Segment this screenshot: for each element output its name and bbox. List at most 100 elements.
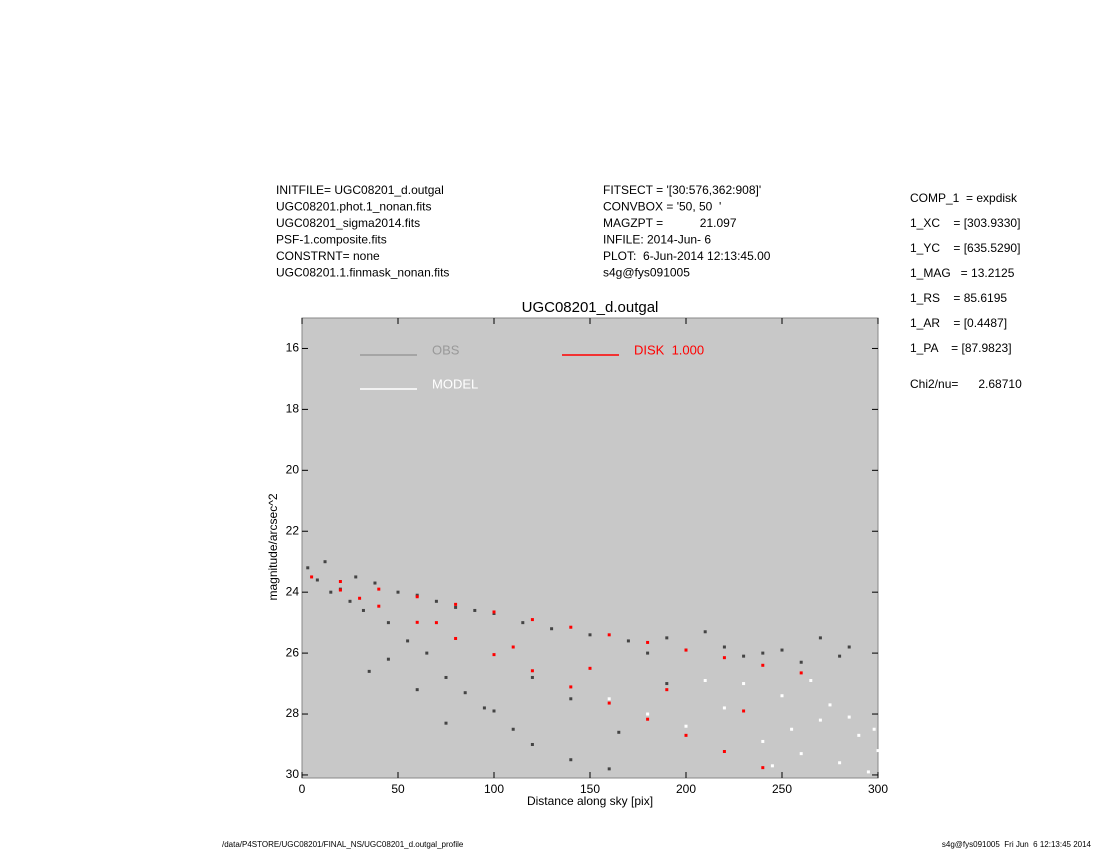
point [377,604,381,608]
point [703,630,707,634]
point [684,648,688,652]
point [354,575,358,579]
legend-label: MODEL [432,376,478,391]
info-line: PLOT: 6-Jun-2014 12:13:45.00 [603,249,771,263]
point [761,739,765,743]
x-tick-label: 50 [391,782,405,796]
point [722,749,726,753]
point [306,566,310,570]
point [310,575,314,579]
point [569,758,573,762]
point [818,636,822,640]
point [386,621,390,625]
y-tick-label: 16 [286,341,300,355]
info-line: CONSTRNT= none [276,249,380,263]
point [722,645,726,649]
point [828,703,832,707]
point [415,688,419,692]
point [646,717,650,721]
point [847,645,851,649]
point [338,580,342,584]
point [521,621,525,625]
info-line: s4g@fys091005 [603,266,690,280]
point [492,653,496,657]
point [415,620,419,624]
point [607,697,611,701]
legend-label: OBS [432,342,460,357]
footer-stamp: s4g@fys091005 Fri Jun 6 12:13:45 2014 [942,840,1092,849]
point [838,654,842,658]
point [761,663,765,667]
info-line: FITSECT = '[30:576,362:908]' [603,183,761,197]
point [511,727,515,731]
chart-title: UGC08201_d.outgal [522,299,659,316]
info-line: INFILE: 2014-Jun- 6 [603,233,711,247]
y-tick-label: 24 [286,584,300,598]
point [492,611,496,615]
param-line: 1_RS = 85.6195 [910,291,1007,305]
x-tick-label: 0 [299,782,306,796]
point [386,657,390,661]
point [454,605,458,609]
point [444,721,448,725]
point [323,560,327,564]
point [809,679,813,683]
info-line: INITFILE= UGC08201_d.outgal [276,183,444,197]
point [348,599,352,603]
point [473,608,477,612]
point [626,639,630,643]
point [425,651,429,655]
y-tick-label: 22 [286,523,300,537]
point [569,625,573,629]
y-tick-label: 18 [286,402,300,416]
legend-label: DISK 1.000 [634,342,704,357]
x-axis-label: Distance along sky [pix] [527,794,653,808]
point [434,621,438,625]
info-line: UGC08201.phot.1_nonan.fits [276,200,431,214]
info-line: UGC08201.1.finmask_nonan.fits [276,266,449,280]
point [607,767,611,771]
point [684,733,688,737]
point [396,590,400,594]
point [482,706,486,710]
point [722,656,726,660]
point [358,596,362,600]
point [492,709,496,713]
param-line: 1_YC = [635.5290] [910,241,1020,255]
info-line: UGC08201_sigma2014.fits [276,216,420,230]
point [665,636,669,640]
param-line: 1_MAG = 13.2125 [910,266,1015,280]
point [329,590,333,594]
x-tick-label: 100 [484,782,504,796]
point [722,706,726,710]
point [588,633,592,637]
footer-path: /data/P4STORE/UGC08201/FINAL_NS/UGC08201… [222,840,464,849]
point [866,770,870,774]
point [530,675,534,679]
point [872,727,876,731]
point [684,724,688,728]
point [790,727,794,731]
point [780,694,784,698]
plot-area [301,317,879,779]
point [454,636,458,640]
point [742,654,746,658]
param-line: 1_XC = [303.9330] [910,216,1020,230]
point [665,688,669,692]
point [838,761,842,765]
point [377,587,381,591]
point [799,671,803,675]
point [761,651,765,655]
point [770,764,774,768]
point [454,602,458,606]
param-line: COMP_1 = expdisk [910,191,1018,205]
y-tick-label: 28 [286,706,300,720]
x-tick-label: 250 [772,782,792,796]
point [434,599,438,603]
point [415,595,419,599]
param-line: 1_AR = [0.4487] [910,316,1007,330]
point [367,669,371,673]
x-tick-label: 150 [580,782,600,796]
point [463,691,467,695]
point [742,709,746,713]
